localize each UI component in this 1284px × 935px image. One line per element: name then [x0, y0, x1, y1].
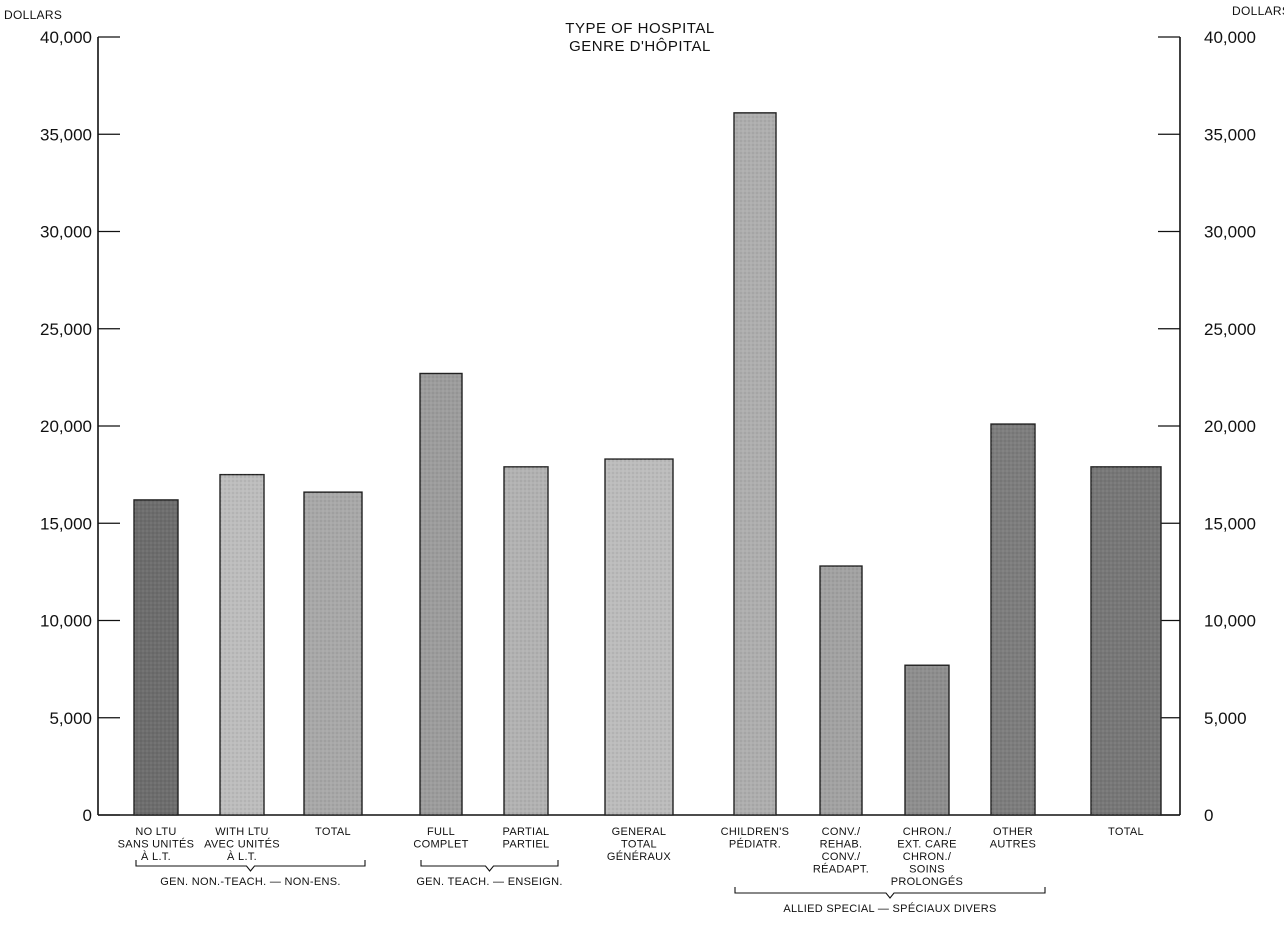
y-tick-label-right: 5,000 [1204, 709, 1247, 728]
y-tick-label-left: 5,000 [49, 709, 92, 728]
bar-texture [905, 665, 949, 815]
axes: 0 0 5,000 5,000 10,000 10,000 15,000 15,000 20,0… [40, 28, 1256, 825]
category-label: CHRON./ [903, 826, 952, 838]
bar-texture [220, 474, 264, 815]
group-labels: GEN. NON.-TEACH. — NON-ENS. GEN. TEACH. —… [135, 860, 1046, 915]
bar-texture [304, 492, 362, 815]
category-label: À L.T. [227, 850, 257, 863]
category-label: PÉDIATR. [729, 838, 781, 851]
y-tick-label-right: 0 [1204, 806, 1213, 825]
y-tick-label-right: 40,000 [1204, 28, 1256, 47]
y-tick-label-left: 20,000 [40, 417, 92, 436]
category-label: TOTAL [315, 826, 351, 838]
category-label: SANS UNITÉS [118, 838, 195, 851]
category-label: TOTAL [621, 839, 657, 851]
group-label: GEN. TEACH. — ENSEIGN. [416, 876, 562, 888]
group-brace [420, 860, 559, 872]
category-label: TOTAL [1108, 826, 1144, 838]
bars [133, 112, 1162, 816]
y-tick-label-right: 10,000 [1204, 612, 1256, 631]
category-label: OTHER [993, 826, 1033, 838]
category-label: GÉNÉRAUX [607, 850, 671, 863]
category-label: NO LTU [135, 826, 176, 838]
category-label: COMPLET [413, 839, 468, 851]
category-label: REHAB. [820, 839, 863, 851]
bar-texture [820, 566, 862, 815]
y-tick-label-left: 35,000 [40, 125, 92, 144]
y-tick-label-right: 35,000 [1204, 125, 1256, 144]
group-brace [135, 860, 366, 872]
chart-title: TYPE OF HOSPITAL [565, 20, 715, 37]
y-tick-label-right: 30,000 [1204, 223, 1256, 242]
category-label: SOINS [909, 864, 945, 876]
y-tick-label-left: 15,000 [40, 514, 92, 533]
category-label: À L.T. [141, 850, 171, 863]
group-label: ALLIED SPECIAL — SPÉCIAUX DIVERS [783, 902, 996, 915]
category-label: FULL [427, 826, 455, 838]
y-axis-unit-right: DOLLARS [1232, 4, 1284, 18]
y-tick-label-right: 20,000 [1204, 417, 1256, 436]
bar-texture [605, 459, 673, 815]
category-label: PARTIEL [503, 839, 550, 851]
category-label: CHILDREN'S [721, 826, 790, 838]
bar-texture [734, 112, 776, 816]
group-label: GEN. NON.-TEACH. — NON-ENS. [160, 876, 340, 888]
category-label: CONV./ [822, 851, 861, 863]
category-label: PARTIAL [503, 826, 550, 838]
group-brace [734, 887, 1046, 899]
y-tick-label-left: 10,000 [40, 612, 92, 631]
category-label: PROLONGÉS [891, 875, 963, 888]
y-tick-label-right: 15,000 [1204, 514, 1256, 533]
y-tick-label-left: 25,000 [40, 320, 92, 339]
category-label: RÉADAPT. [813, 863, 869, 876]
bar-texture [1091, 466, 1161, 815]
y-tick-label-right: 25,000 [1204, 320, 1256, 339]
bar-texture [134, 499, 178, 815]
category-label: WITH LTU [215, 826, 269, 838]
bar-texture [991, 424, 1035, 815]
y-tick-label-left: 40,000 [40, 28, 92, 47]
category-label: AVEC UNITÉS [204, 838, 280, 851]
y-tick-label-left: 30,000 [40, 223, 92, 242]
category-label: CHRON./ [903, 851, 952, 863]
category-label: AUTRES [990, 839, 1036, 851]
y-axis-unit-left: DOLLARS [4, 8, 63, 22]
category-label: GENERAL [612, 826, 667, 838]
chart-subtitle: GENRE D'HÔPITAL [569, 38, 711, 55]
y-tick-label-left: 0 [83, 806, 92, 825]
bar-texture [504, 466, 548, 815]
bar-texture [420, 373, 462, 815]
category-label: CONV./ [822, 826, 861, 838]
category-label: EXT. CARE [897, 839, 957, 851]
